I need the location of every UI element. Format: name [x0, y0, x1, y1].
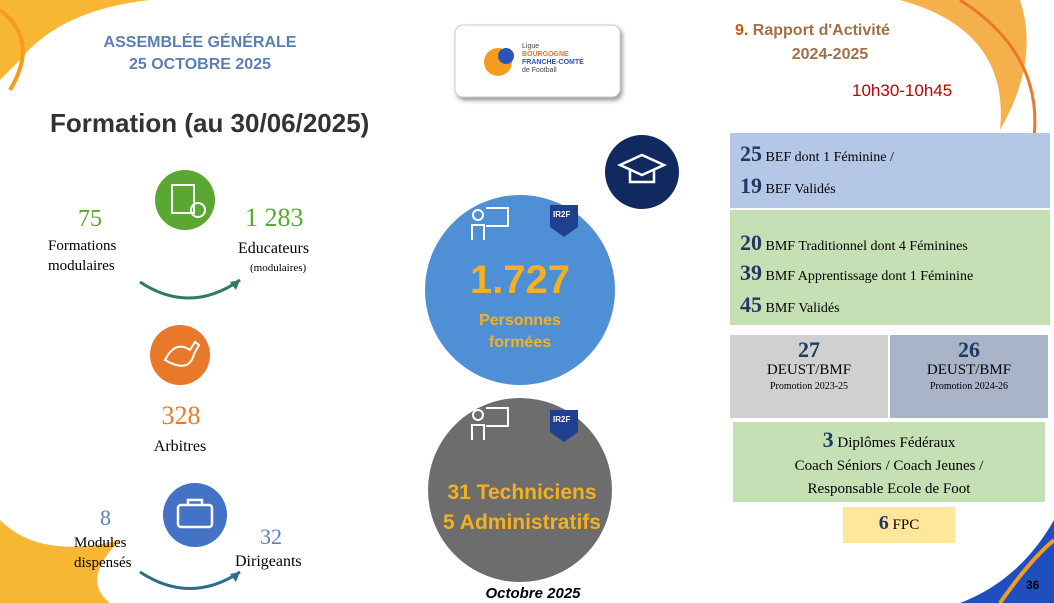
value: 6 — [879, 512, 889, 534]
stat-value: 328 — [162, 401, 201, 431]
corner-swoosh — [900, 0, 1027, 130]
logo-line: de Football — [522, 67, 584, 75]
bmf-box: 20 BMF Traditionnel dont 4 Féminines 39 … — [730, 210, 1050, 325]
line: Coach Séniors / Coach Jeunes / — [733, 455, 1045, 478]
line: 39 BMF Apprentissage dont 1 Féminine — [740, 260, 973, 286]
section-name: Rapport d'Activité — [753, 22, 890, 39]
footer-date: Octobre 2025 — [485, 585, 580, 602]
icon-circle — [605, 135, 679, 209]
line: 19 BEF Validés — [740, 173, 836, 199]
icon-circle — [155, 170, 215, 230]
value: 27 — [730, 340, 888, 360]
section-title: 9. Rapport d'Activité — [735, 22, 890, 40]
icon-circle — [163, 483, 227, 547]
stat-value: 8 — [100, 505, 111, 531]
value: 45 — [740, 292, 762, 317]
date: 25 OCTOBRE 2025 — [104, 54, 297, 76]
logo-mark — [498, 48, 514, 64]
text: BEF Validés — [766, 182, 836, 197]
deust-box: 27 DEUST/BMF Promotion 2023-25 — [730, 340, 888, 394]
icon-circle — [150, 325, 210, 385]
bef-box: 25 BEF dont 1 Féminine / 19 BEF Validés — [730, 133, 1050, 208]
badge-label: IR2F — [553, 210, 570, 219]
stat-label: Formationsmodulaires — [48, 236, 116, 276]
label-line: dispensés — [74, 553, 132, 573]
stat-label: Educateurs — [238, 240, 309, 258]
label-line: formées — [479, 332, 561, 354]
label: DEUST/BMF — [890, 360, 1048, 380]
promo: Promotion 2024-26 — [890, 380, 1048, 394]
deust-box: 26 DEUST/BMF Promotion 2024-26 — [890, 340, 1048, 394]
section-time: 10h30-10h45 — [852, 81, 952, 101]
value: 20 — [740, 230, 762, 255]
stat-value: 32 — [260, 524, 282, 550]
stat-note: (modulaires) — [250, 262, 306, 274]
label: DEUST/BMF — [730, 360, 888, 380]
text: Diplômes Fédéraux — [837, 435, 955, 451]
label-line: Formations — [48, 236, 116, 256]
label-line: Personnes — [479, 310, 561, 332]
promo: Promotion 2023-25 — [730, 380, 888, 394]
line: 45 BMF Validés — [740, 292, 840, 318]
staff-line: 5 Administratifs — [443, 508, 601, 538]
text: BMF Traditionnel dont 4 Féminines — [766, 239, 968, 254]
arrow — [140, 280, 240, 298]
label-line: Modules — [74, 533, 132, 553]
value: 19 — [740, 173, 762, 198]
line: Responsable Ecole de Foot — [733, 478, 1045, 501]
slide: ASSEMBLÉE GÉNÉRALE 25 OCTOBRE 2025 Ligue… — [0, 0, 1054, 603]
federal-box: 3 Diplômes Fédéraux Coach Séniors / Coac… — [733, 428, 1045, 501]
stat-value: 1 283 — [245, 203, 304, 233]
stat-label: Arbitres — [154, 438, 206, 456]
section-period: 2024-2025 — [792, 46, 869, 64]
event: ASSEMBLÉE GÉNÉRALE — [104, 32, 297, 54]
fpc-box: 6 FPC — [843, 512, 955, 535]
trained-value: 1.727 — [470, 258, 570, 303]
text: BMF Validés — [766, 301, 840, 316]
page-number: 36 — [1026, 578, 1039, 592]
badge-label: IR2F — [553, 415, 570, 424]
staff-line: 31 Techniciens — [443, 478, 601, 508]
page-title: Formation (au 30/06/2025) — [50, 108, 369, 139]
logo-line: BOURGOGNE — [522, 51, 584, 59]
line: 25 BEF dont 1 Féminine / — [740, 141, 894, 167]
line: 20 BMF Traditionnel dont 4 Féminines — [740, 230, 968, 256]
stat-value: 75 — [78, 206, 102, 233]
label-line: modulaires — [48, 256, 116, 276]
logo-line: FRANCHE-COMTÉ — [522, 59, 584, 67]
arrow — [140, 572, 240, 589]
value: 3 — [823, 427, 834, 452]
line: 3 Diplômes Fédéraux — [733, 428, 1045, 455]
logo-line: Ligue — [522, 43, 584, 51]
section-number: 9. — [735, 22, 748, 39]
header: ASSEMBLÉE GÉNÉRALE 25 OCTOBRE 2025 — [104, 32, 297, 76]
text: FPC — [893, 517, 920, 533]
value: 25 — [740, 141, 762, 166]
text: BMF Apprentissage dont 1 Féminine — [766, 269, 974, 284]
value: 39 — [740, 260, 762, 285]
text: BEF dont 1 Féminine / — [766, 150, 894, 165]
value: 26 — [890, 340, 1048, 360]
logo-text: Ligue BOURGOGNE FRANCHE-COMTÉ de Footbal… — [522, 43, 584, 75]
stat-label: Dirigeants — [235, 553, 302, 571]
